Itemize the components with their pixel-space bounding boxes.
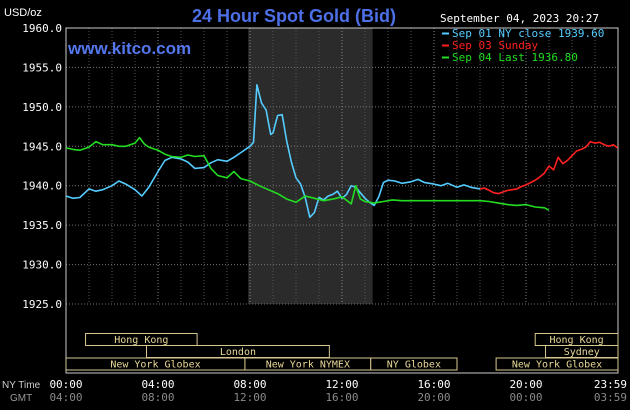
x-tick-label-ny: 16:00 — [417, 378, 450, 391]
timestamp: September 04, 2023 20:27 — [440, 12, 599, 25]
series-line-3 — [65, 136, 550, 211]
series-line-1 — [65, 84, 481, 219]
y-axis-ticks: 1925.0 1930.0 1935.0 1940.0 1945.0 1950.0 1955… — [22, 22, 62, 311]
legend-label: Sep 03 Sunday — [452, 39, 538, 52]
chart-title: 24 Hour Spot Gold (Bid) — [192, 6, 396, 26]
x-tick-label-gmt: 03:59 — [594, 391, 627, 404]
y-tick-label: 1960.0 — [22, 22, 62, 35]
gmt-row-label: GMT — [10, 393, 32, 404]
legend-label: Sep 04 Last 1936.80 — [452, 51, 578, 64]
x-tick-label-ny: 20:00 — [509, 378, 542, 391]
legend-entry: Sep 04 Last 1936.80 — [442, 51, 578, 64]
x-axis-ticks: 00:0004:0004:0008:0008:0012:0012:0016:00… — [49, 378, 627, 404]
session-new-york-globex: New York Globex — [65, 357, 246, 371]
x-tick-label-gmt: 16:00 — [325, 391, 358, 404]
session-new-york-globex: New York Globex — [495, 357, 619, 371]
x-tick-label-gmt: 08:00 — [141, 391, 174, 404]
x-tick-label-gmt: 04:00 — [49, 391, 82, 404]
x-tick-label-ny: 04:00 — [141, 378, 174, 391]
legend-entry: Sep 03 Sunday — [442, 39, 538, 52]
series-line-2 — [479, 140, 618, 195]
y-tick-label: 1940.0 — [22, 180, 62, 193]
session-label: New York NYMEX — [266, 360, 350, 371]
y-axis-unit-label: USD/oz — [4, 7, 42, 19]
y-tick-label: 1935.0 — [22, 219, 62, 232]
session-label: Sydney — [564, 347, 600, 358]
session-label: London — [220, 347, 256, 358]
plot-frame — [65, 27, 619, 374]
y-tick-label: 1945.0 — [22, 140, 62, 153]
y-tick-label: 1925.0 — [22, 298, 62, 311]
grid-lines — [66, 27, 618, 305]
session-new-york-nymex: New York NYMEX — [244, 357, 372, 371]
series-lines — [65, 84, 618, 219]
x-tick-label-ny: 12:00 — [325, 378, 358, 391]
session-label: Hong Kong — [550, 335, 604, 346]
session-hong-kong: Hong Kong — [85, 333, 198, 346]
kitco-watermark: www.kitco.com — [67, 39, 191, 58]
y-tick-label: 1930.0 — [22, 259, 62, 272]
session-london: London — [146, 345, 330, 358]
x-tick-label-ny: 23:59 — [594, 378, 627, 391]
session-sydney: Sydney — [545, 345, 619, 358]
x-tick-label-ny: 08:00 — [233, 378, 266, 391]
x-tick-label-gmt: 00:00 — [509, 391, 542, 404]
session-label: Hong Kong — [114, 335, 168, 346]
ny-time-row-label: NY Time — [2, 380, 41, 391]
session-label: New York Globex — [110, 360, 200, 371]
y-tick-label: 1950.0 — [22, 101, 62, 114]
session-label: NY Globex — [387, 360, 441, 371]
legend-entry: Sep 01 NY close 1939.60 — [442, 27, 604, 40]
session-box — [495, 357, 619, 371]
session-box — [370, 357, 458, 371]
x-tick-label-gmt: 20:00 — [417, 391, 450, 404]
market-sessions: Hong Kong Hong Kong London Sydney New York G… — [65, 333, 619, 371]
session-hong-kong: Hong Kong — [534, 333, 619, 346]
legend-label: Sep 01 NY close 1939.60 — [452, 27, 604, 40]
shaded-region — [248, 28, 373, 304]
x-tick-label-gmt: 12:00 — [233, 391, 266, 404]
session-box — [85, 333, 198, 346]
session-label: New York Globex — [512, 360, 602, 371]
y-tick-label: 1955.0 — [22, 61, 62, 74]
x-tick-label-ny: 00:00 — [49, 378, 82, 391]
session-ny-globex: NY Globex — [370, 357, 458, 371]
